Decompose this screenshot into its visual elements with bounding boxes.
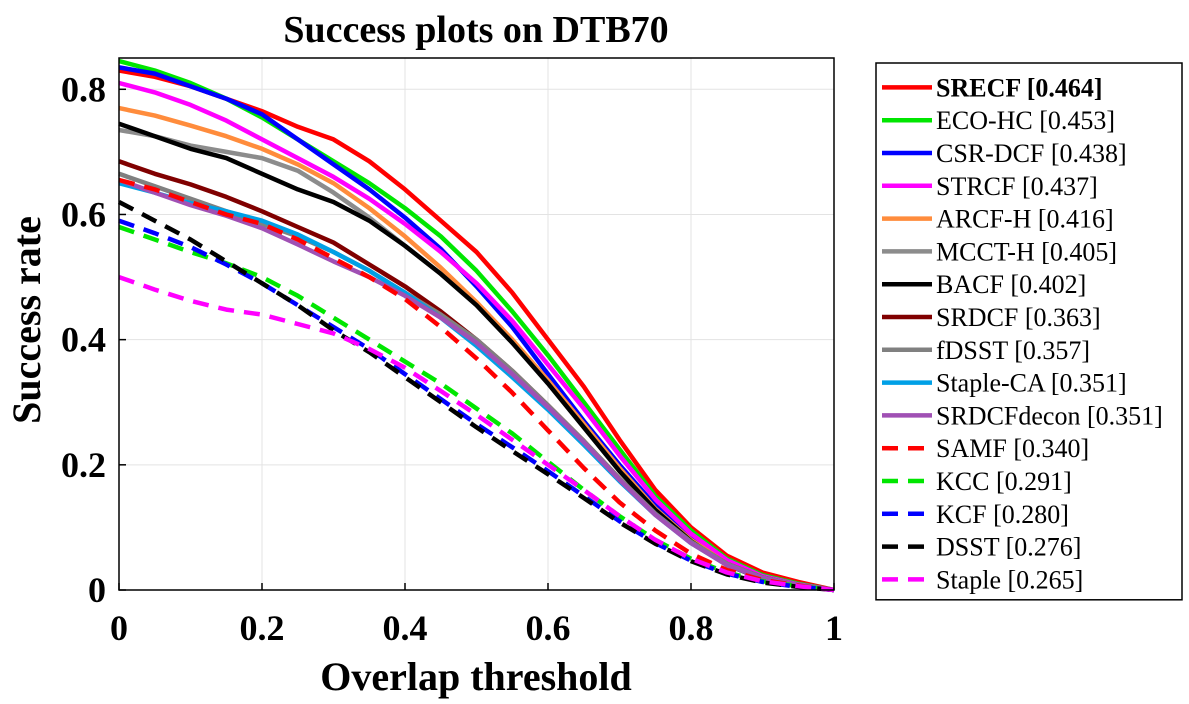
series-line-csr-dcf: [118, 65, 835, 593]
series-line-staple-ca: [118, 181, 835, 593]
series-line-srecf: [118, 68, 835, 593]
legend-label: STRCF [0.437]: [936, 172, 1098, 201]
tick-layer: 0 0.2 0.4 0.6 0.8 1 0 0.2 0.4 0.6 0.8: [61, 69, 843, 648]
x-tick-label: 0.8: [669, 608, 714, 648]
series-line-dsst: [117, 200, 835, 593]
legend-label: MCCT-H [0.405]: [936, 237, 1117, 266]
legend-label: DSST [0.276]: [936, 533, 1081, 562]
legend-label: SRDCFdecon [0.351]: [936, 401, 1163, 430]
y-tick-label: 0.2: [61, 445, 106, 485]
legend-label: ECO-HC [0.453]: [936, 106, 1115, 135]
series-line-kcf: [118, 218, 835, 593]
x-axis-label: Overlap threshold: [320, 654, 632, 699]
legend: SRECF [0.464] ECO-HC [0.453] CSR-DCF [0.43…: [875, 62, 1183, 601]
series-layer: [117, 58, 835, 593]
legend-label: Staple [0.265]: [936, 565, 1083, 594]
y-tick-label: 0.8: [61, 69, 106, 109]
legend-label: SAMF [0.340]: [936, 434, 1089, 463]
series-line-strcf: [118, 80, 835, 593]
y-tick-label: 0: [88, 570, 106, 610]
series-line-eco-hc: [118, 58, 835, 593]
legend-label: KCF [0.280]: [936, 500, 1069, 529]
legend-label: SRDCF [0.363]: [936, 303, 1101, 332]
series-line-srdcf: [118, 159, 835, 593]
series-line-srdcfdecon: [118, 177, 835, 593]
series-line-fdsst: [118, 171, 835, 593]
legend-label: BACF [0.402]: [936, 270, 1086, 299]
series-line-kcc: [118, 224, 835, 593]
series-line-staple: [118, 274, 835, 593]
legend-label: CSR-DCF [0.438]: [936, 139, 1127, 168]
legend-label: SRECF [0.464]: [936, 73, 1103, 102]
y-tick-label: 0.4: [61, 320, 106, 360]
x-tick-label: 0.6: [526, 608, 571, 648]
legend-label: fDSST [0.357]: [936, 336, 1090, 365]
legend-label: Staple-CA [0.351]: [936, 369, 1127, 398]
x-tick-label: 1: [825, 608, 843, 648]
chart-title: Success plots on DTB70: [283, 9, 668, 51]
x-tick-label: 0.4: [383, 608, 428, 648]
x-tick-label: 0.2: [240, 608, 285, 648]
legend-label: KCC [0.291]: [936, 467, 1072, 496]
plot-frame: [118, 57, 835, 591]
y-axis-label: Success rate: [4, 216, 49, 424]
legend-label: ARCF-H [0.416]: [936, 205, 1114, 234]
x-tick-label: 0: [110, 608, 128, 648]
series-line-arcf-h: [118, 105, 835, 593]
series-line-samf: [118, 177, 835, 593]
y-tick-label: 0.6: [61, 194, 106, 234]
